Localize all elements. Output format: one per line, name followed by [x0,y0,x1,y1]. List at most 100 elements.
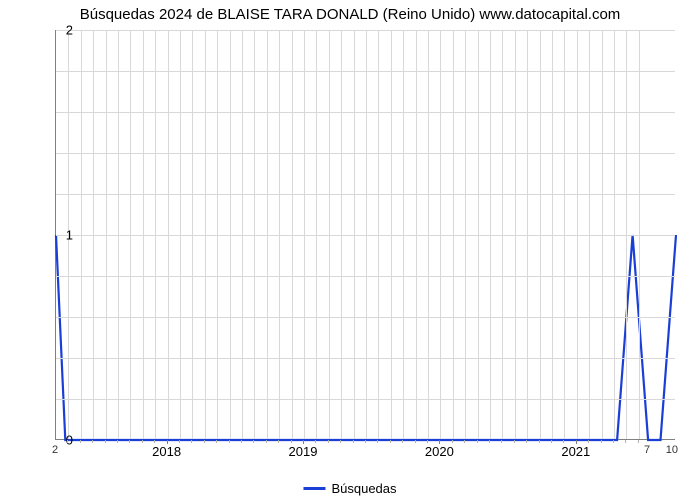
x-tick-label: 2020 [425,444,454,459]
x-tick-mark-minor [154,440,155,443]
x-tick-mark [576,440,577,444]
x-tick-mark-minor [402,440,403,443]
x-tick-mark-minor [67,440,68,443]
x-tick-mark-minor [117,440,118,443]
x-tick-mark-minor [129,440,130,443]
x-tick-mark-minor [588,440,589,443]
x-tick-mark-minor [179,440,180,443]
x-tick-label-minor: 10 [666,444,678,456]
x-tick-mark-minor [415,440,416,443]
x-tick-mark-minor [253,440,254,443]
x-tick-mark-minor [266,440,267,443]
gridline-v-minor [292,30,293,439]
gridline-v-minor [180,30,181,439]
x-tick-mark [303,440,304,444]
x-tick-mark-minor [551,440,552,443]
gridline-v [304,30,305,439]
gridline-v-minor [626,30,627,439]
x-tick-mark-minor [539,440,540,443]
x-tick-label-minor: 7 [644,444,650,456]
x-tick-mark-minor [638,440,639,443]
gridline-v-minor [540,30,541,439]
x-tick-mark-minor [390,440,391,443]
legend-label: Búsquedas [331,481,396,496]
plot-area [55,30,675,440]
gridline-v-minor [564,30,565,439]
x-tick-mark-minor [427,440,428,443]
gridline-v-minor [93,30,94,439]
x-tick-mark-minor [365,440,366,443]
x-tick-mark-minor [92,440,93,443]
x-tick-mark-minor [241,440,242,443]
gridline-v-minor [329,30,330,439]
x-tick-mark-minor [377,440,378,443]
x-tick-mark-minor [353,440,354,443]
x-tick-mark-minor [191,440,192,443]
gridline-v-minor [155,30,156,439]
gridline-v-minor [366,30,367,439]
gridline-v-minor [552,30,553,439]
legend: Búsquedas [303,481,396,496]
gridline-v-minor [267,30,268,439]
x-tick-mark-minor [514,440,515,443]
gridline-v-minor [106,30,107,439]
gridline-v-minor [242,30,243,439]
gridline-v-minor [589,30,590,439]
gridline-v-minor [230,30,231,439]
gridline-v-minor [205,30,206,439]
x-tick-mark-minor [105,440,106,443]
x-tick-mark-minor [142,440,143,443]
gridline-v-minor [130,30,131,439]
gridline-v-minor [341,30,342,439]
x-tick-mark-minor [464,440,465,443]
x-tick-mark-minor [278,440,279,443]
x-tick-label: 2019 [289,444,318,459]
x-tick-label: 2018 [152,444,181,459]
x-tick-mark-minor [477,440,478,443]
legend-swatch [303,487,325,490]
x-tick-mark-minor [216,440,217,443]
gridline-v-minor [490,30,491,439]
gridline-v-minor [217,30,218,439]
gridline-v-minor [527,30,528,439]
gridline-v-minor [403,30,404,439]
y-tick-label: 2 [66,23,73,38]
gridline-v-minor [416,30,417,439]
x-tick-mark-minor [526,440,527,443]
x-tick-mark-minor [501,440,502,443]
x-tick-mark [167,440,168,444]
gridline-v-minor [465,30,466,439]
x-tick-label-minor: 2 [52,444,58,456]
gridline-v [168,30,169,439]
x-tick-label: 2021 [561,444,590,459]
gridline-v-minor [428,30,429,439]
x-tick-mark-minor [229,440,230,443]
chart-container: Búsquedas 2024 de BLAISE TARA DONALD (Re… [0,0,700,500]
gridline-v-minor [118,30,119,439]
x-tick-mark-minor [328,440,329,443]
gridline-v-minor [391,30,392,439]
gridline-v-minor [279,30,280,439]
gridline-v-minor [81,30,82,439]
x-tick-mark-minor [80,440,81,443]
y-tick-label: 1 [66,228,73,243]
x-tick-mark-minor [291,440,292,443]
x-tick-mark-minor [204,440,205,443]
x-tick-mark-minor [340,440,341,443]
x-tick-mark-minor [563,440,564,443]
gridline-v-minor [502,30,503,439]
x-tick-mark-minor [613,440,614,443]
gridline-v-minor [316,30,317,439]
gridline-v-minor [378,30,379,439]
x-tick-mark-minor [625,440,626,443]
chart-title: Búsquedas 2024 de BLAISE TARA DONALD (Re… [0,0,700,23]
gridline-v-minor [192,30,193,439]
gridline-v [577,30,578,439]
gridline-v-minor [639,30,640,439]
gridline-v-minor [354,30,355,439]
x-tick-mark [439,440,440,444]
gridline-v-minor [254,30,255,439]
x-tick-mark-minor [315,440,316,443]
gridline-v-minor [478,30,479,439]
gridline-v-minor [602,30,603,439]
